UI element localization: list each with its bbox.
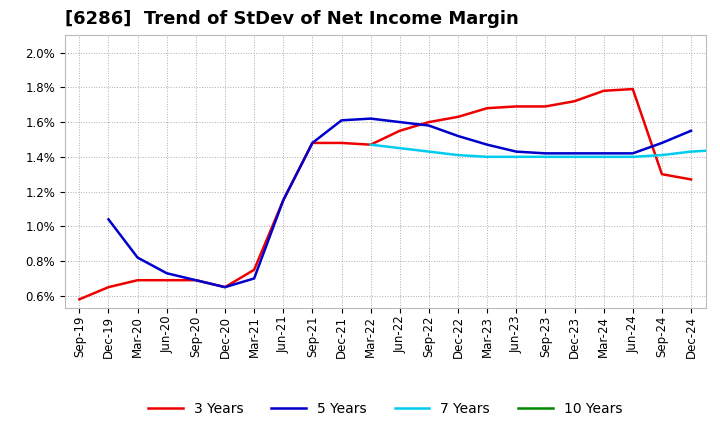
5 Years xyxy=(308,140,317,146)
5 Years xyxy=(133,255,142,260)
7 Years xyxy=(657,152,666,158)
Line: 7 Years: 7 Years xyxy=(371,145,720,157)
5 Years xyxy=(337,118,346,123)
3 Years xyxy=(163,278,171,283)
7 Years xyxy=(395,146,404,151)
7 Years xyxy=(570,154,579,159)
3 Years xyxy=(570,99,579,104)
5 Years xyxy=(163,271,171,276)
3 Years xyxy=(512,104,521,109)
5 Years xyxy=(687,128,696,133)
5 Years xyxy=(454,133,462,139)
5 Years xyxy=(366,116,375,121)
3 Years xyxy=(104,285,113,290)
5 Years xyxy=(395,119,404,125)
3 Years xyxy=(629,86,637,92)
3 Years xyxy=(657,172,666,177)
7 Years xyxy=(716,147,720,153)
3 Years xyxy=(133,278,142,283)
5 Years xyxy=(220,285,229,290)
3 Years xyxy=(599,88,608,93)
Text: [6286]  Trend of StDev of Net Income Margin: [6286] Trend of StDev of Net Income Marg… xyxy=(65,10,518,28)
7 Years xyxy=(599,154,608,159)
3 Years xyxy=(425,119,433,125)
5 Years xyxy=(104,217,113,222)
5 Years xyxy=(192,278,200,283)
Legend: 3 Years, 5 Years, 7 Years, 10 Years: 3 Years, 5 Years, 7 Years, 10 Years xyxy=(143,397,628,422)
3 Years xyxy=(308,140,317,146)
5 Years xyxy=(541,151,550,156)
3 Years xyxy=(541,104,550,109)
3 Years xyxy=(483,106,492,111)
Line: 3 Years: 3 Years xyxy=(79,89,691,299)
5 Years xyxy=(657,140,666,146)
3 Years xyxy=(454,114,462,120)
7 Years xyxy=(541,154,550,159)
5 Years xyxy=(629,151,637,156)
5 Years xyxy=(279,198,287,203)
7 Years xyxy=(512,154,521,159)
7 Years xyxy=(483,154,492,159)
3 Years xyxy=(337,140,346,146)
7 Years xyxy=(425,149,433,154)
7 Years xyxy=(366,142,375,147)
5 Years xyxy=(483,142,492,147)
7 Years xyxy=(687,149,696,154)
7 Years xyxy=(629,154,637,159)
5 Years xyxy=(250,276,258,281)
5 Years xyxy=(512,149,521,154)
3 Years xyxy=(220,285,229,290)
3 Years xyxy=(75,297,84,302)
3 Years xyxy=(279,198,287,203)
7 Years xyxy=(454,152,462,158)
3 Years xyxy=(395,128,404,133)
5 Years xyxy=(570,151,579,156)
3 Years xyxy=(366,142,375,147)
5 Years xyxy=(425,123,433,128)
5 Years xyxy=(599,151,608,156)
Line: 5 Years: 5 Years xyxy=(109,119,691,287)
3 Years xyxy=(250,267,258,272)
3 Years xyxy=(687,177,696,182)
3 Years xyxy=(192,278,200,283)
